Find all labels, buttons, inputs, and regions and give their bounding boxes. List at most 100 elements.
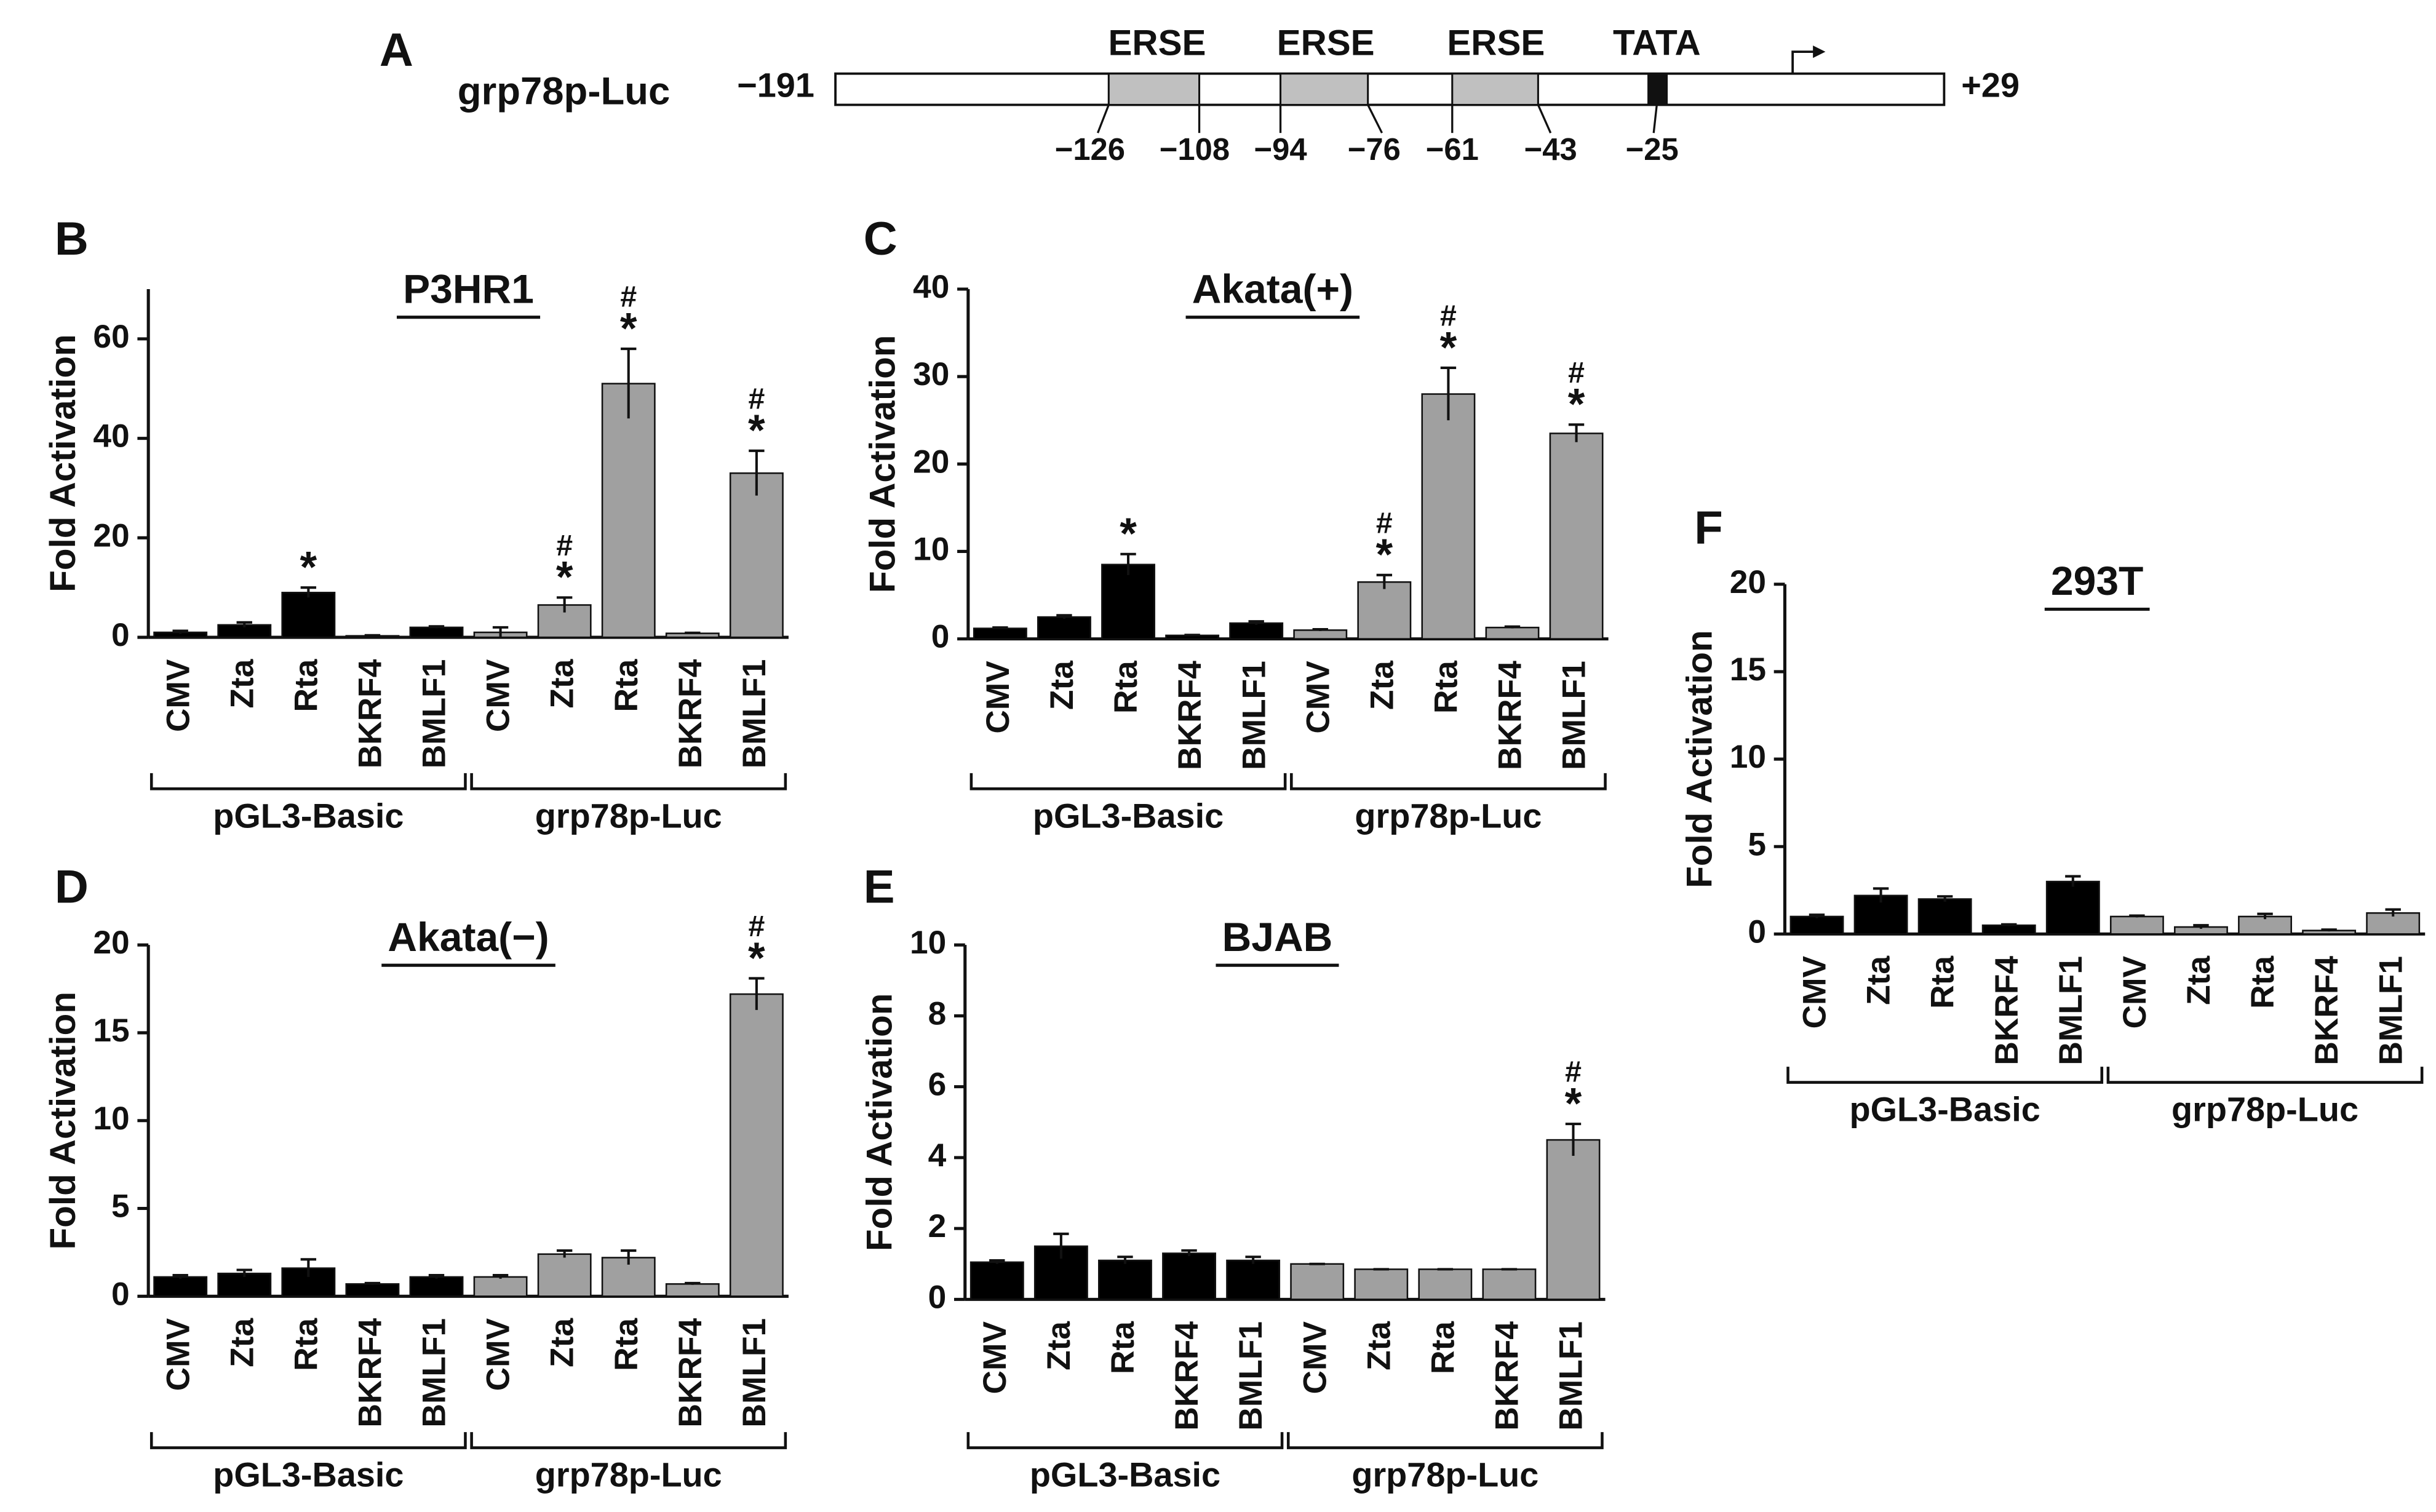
x-tick-label: BKRF4 <box>1169 1321 1205 1431</box>
element-label: ERSE <box>1277 23 1375 63</box>
x-tick-label: Zta <box>1364 661 1400 710</box>
bar <box>1546 1139 1601 1300</box>
bar <box>345 1283 400 1297</box>
bar <box>1098 1259 1152 1300</box>
x-tick-label: Zta <box>544 659 581 708</box>
bar-chart: F 293T Fold Activation 0 5 10 15 20 CMV Zta Rta BKR… <box>1679 502 2426 1129</box>
bar <box>281 592 336 639</box>
panel-letter: F <box>1694 502 1723 554</box>
x-tick-label: BMLF1 <box>416 1318 453 1428</box>
y-tick-label: 0 <box>928 1279 947 1315</box>
bar <box>601 383 656 639</box>
y-tick-label: 10 <box>910 925 946 961</box>
group-bracket <box>966 1432 1284 1449</box>
y-axis-label: Fold Activation <box>860 993 900 1251</box>
x-tick-label: BKRF4 <box>1989 956 2025 1065</box>
x-tick-label: BMLF1 <box>736 659 773 769</box>
tata-box <box>1647 73 1668 105</box>
bar <box>1101 563 1155 640</box>
x-tick-label: CMV <box>160 1318 196 1391</box>
significance-mark: # <box>620 281 637 314</box>
group-bracket <box>1786 1067 2104 1084</box>
bar <box>473 1276 528 1297</box>
bar <box>1418 1268 1473 1300</box>
bar-chart: B P3HR1 Fold Activation 0 20 40 60 CMV Zta * Rta BK… <box>43 213 789 835</box>
y-axis-label: Fold Activation <box>863 335 903 593</box>
x-tick-label: CMV <box>980 661 1016 734</box>
group-bracket <box>969 773 1287 790</box>
x-tick-label: BKRF4 <box>1492 661 1529 770</box>
y-tick-label: 0 <box>1748 913 1766 950</box>
bar-chart: D Akata(−) Fold Activation 0 5 10 15 20 CMV Zta Rt… <box>43 861 789 1494</box>
tss-arrowhead <box>1813 46 1826 58</box>
significance-mark: * <box>620 304 637 353</box>
y-tick-label: 15 <box>93 1013 129 1049</box>
bar <box>1485 626 1540 640</box>
significance-mark: * <box>1565 1080 1582 1128</box>
significance-mark: # <box>1376 506 1393 539</box>
y-tick-label: 40 <box>913 269 949 305</box>
significance-mark: * <box>1440 324 1457 372</box>
x-tick-label: Zta <box>1861 956 1897 1005</box>
y-tick-label: 15 <box>1730 651 1766 688</box>
bar <box>1293 629 1348 640</box>
y-tick-label: 30 <box>913 356 949 392</box>
y-tick-label: 10 <box>913 531 949 568</box>
bar <box>2045 880 2100 935</box>
chart-title: P3HR1 <box>403 266 534 312</box>
promoter-diagram: A grp78p-Luc −191 +29 ERSE ERSE ERSE TAT… <box>380 23 2020 167</box>
start-label: −191 <box>737 65 814 104</box>
x-tick-label: Rta <box>2245 956 2281 1009</box>
significance-mark: # <box>748 910 765 943</box>
bar <box>1037 616 1091 640</box>
x-tick-label: Zta <box>544 1318 581 1367</box>
y-tick-label: 20 <box>913 444 949 480</box>
erse-box <box>1107 73 1201 106</box>
bar <box>665 1283 720 1297</box>
x-tick-label: Rta <box>608 659 645 712</box>
significance-mark: * <box>300 543 317 592</box>
group-bracket <box>149 773 467 790</box>
x-tick-label: CMV <box>1300 661 1336 734</box>
bar <box>1421 393 1476 640</box>
y-tick-label: 4 <box>928 1137 947 1174</box>
group-label: pGL3-Basic <box>1033 796 1224 835</box>
bar <box>1789 915 1844 935</box>
y-tick-label: 60 <box>93 319 129 355</box>
x-tick-label: Zta <box>1041 1321 1077 1371</box>
bar <box>1482 1268 1537 1300</box>
significance-mark: # <box>556 529 573 562</box>
bar <box>1549 432 1604 640</box>
y-axis-label: Fold Activation <box>1679 630 1719 888</box>
significance-mark: * <box>1120 510 1137 559</box>
x-tick-label: CMV <box>1797 955 1833 1029</box>
group-label: pGL3-Basic <box>213 796 404 835</box>
position-label: −94 <box>1254 132 1307 167</box>
bar <box>1981 924 2036 935</box>
x-tick-label: Zta <box>2181 956 2217 1005</box>
group-label: pGL3-Basic <box>213 1455 404 1494</box>
group-label: pGL3-Basic <box>1850 1090 2040 1129</box>
bar <box>409 626 464 639</box>
group-bracket <box>470 773 787 790</box>
bar <box>729 993 784 1297</box>
x-tick-label: Rta <box>1108 661 1144 714</box>
panel-letter: B <box>55 213 89 265</box>
bar <box>2109 915 2164 935</box>
chart-title: BJAB <box>1222 914 1333 960</box>
x-tick-label: BMLF1 <box>2373 956 2409 1065</box>
bar <box>1917 898 1972 935</box>
x-tick-label: Rta <box>288 659 324 712</box>
y-tick-label: 20 <box>1730 564 1766 600</box>
end-label: +29 <box>1961 65 2020 104</box>
y-tick-label: 8 <box>928 995 947 1032</box>
position-label: −126 <box>1055 132 1125 167</box>
panel-letter: C <box>864 213 898 265</box>
x-tick-label: CMV <box>2117 955 2153 1029</box>
element-label: ERSE <box>1109 23 1206 63</box>
group-label: pGL3-Basic <box>1030 1455 1220 1494</box>
construct-name: grp78p-Luc <box>458 70 671 113</box>
x-tick-label: BKRF4 <box>352 659 389 768</box>
x-tick-label: Zta <box>224 659 260 708</box>
bar <box>153 1276 208 1297</box>
